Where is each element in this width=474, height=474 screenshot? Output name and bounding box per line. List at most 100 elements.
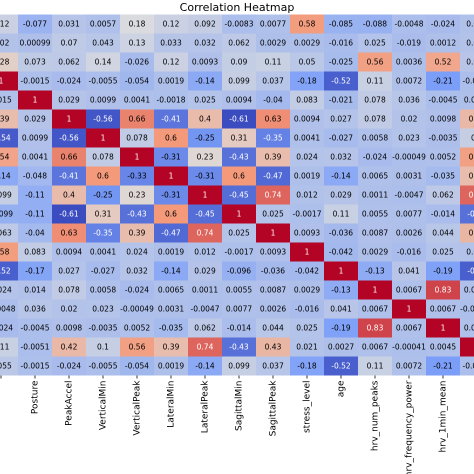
heatmap-cell — [358, 261, 392, 281]
cell-value: 0.032 — [194, 39, 216, 48]
cell-value: 0.18 — [129, 20, 146, 29]
cell-value: -0.024 — [57, 77, 81, 86]
heatmap-cell — [18, 261, 52, 281]
cell-value: -0.56 — [59, 134, 79, 143]
cell-value: 1 — [407, 305, 412, 314]
heatmap-cell — [0, 261, 18, 281]
heatmap-cell — [392, 90, 426, 110]
heatmap-cell — [256, 280, 290, 300]
cell-value: -0.096 — [227, 267, 251, 276]
heatmap-cell — [154, 318, 188, 338]
cell-value: 0.092 — [194, 20, 216, 29]
cell-value: -0.0015 — [21, 362, 50, 371]
cell-value: 0.0058 — [90, 286, 116, 295]
heatmap-cell — [222, 242, 256, 262]
cell-value: -0.024 — [125, 286, 149, 295]
cell-value: 0.42 — [469, 115, 474, 124]
cell-value: 0.0065 — [158, 286, 184, 295]
heatmap-cell — [188, 33, 222, 53]
cell-value: 0.43 — [265, 343, 282, 352]
cell-value: 0.0065 — [362, 172, 388, 181]
heatmap-cell — [426, 242, 460, 262]
heatmap-cell — [290, 242, 324, 262]
heatmap-cell — [426, 147, 460, 167]
cell-value: 0.037 — [262, 77, 284, 86]
cell-value: 0.07 — [61, 39, 78, 48]
cell-value: 0.6 — [97, 172, 109, 181]
heatmap-cell — [460, 185, 474, 205]
cell-value: 0.055 — [0, 362, 12, 371]
heatmap-cell — [154, 147, 188, 167]
cell-value: -0.14 — [0, 172, 11, 181]
heatmap-cell — [52, 147, 86, 167]
heatmap-cell — [0, 204, 18, 224]
cell-value: -0.0061 — [463, 77, 474, 86]
heatmap-cell — [188, 337, 222, 357]
heatmap-cell — [358, 280, 392, 300]
x-tick-label: LateralPeak — [201, 380, 211, 433]
cell-value: -0.0051 — [21, 343, 50, 352]
heatmap-cell — [460, 128, 474, 148]
heatmap-cell — [120, 147, 154, 167]
heatmap-cell — [358, 185, 392, 205]
cell-value: -0.43 — [229, 153, 249, 162]
cell-value: 0.0019 — [158, 77, 184, 86]
cell-value: -0.054 — [125, 77, 149, 86]
heatmap-cell — [256, 128, 290, 148]
cell-value: 0.0019 — [294, 172, 320, 181]
heatmap-cell — [290, 109, 324, 129]
cell-value: -0.024 — [57, 362, 81, 371]
heatmap-cell — [188, 52, 222, 72]
cell-value: -0.11 — [25, 210, 45, 219]
heatmap-cell — [188, 147, 222, 167]
cell-value: -0.00049 — [392, 153, 426, 162]
heatmap-cell — [120, 299, 154, 319]
heatmap-cell — [154, 33, 188, 53]
heatmap-cell — [0, 109, 18, 129]
heatmap-cell — [460, 337, 474, 357]
cell-value: 0.024 — [0, 286, 12, 295]
cell-value: -0.0047 — [395, 191, 424, 200]
heatmap-cell — [460, 318, 474, 338]
cell-value: -0.43 — [229, 343, 249, 352]
cell-value: 0.0057 — [90, 20, 116, 29]
cell-value: 0.0087 — [260, 286, 286, 295]
heatmap-cell — [290, 204, 324, 224]
heatmap-cell — [426, 52, 460, 72]
cell-value: 0.027 — [58, 267, 80, 276]
cell-value: 1 — [203, 191, 208, 200]
cell-value: -0.024 — [431, 20, 455, 29]
cell-value: 0.0012 — [430, 39, 456, 48]
heatmap-cell — [358, 33, 392, 53]
cell-value: 1 — [67, 115, 72, 124]
cell-value: 1 — [271, 229, 276, 238]
heatmap-cell — [120, 356, 154, 376]
heatmap-cell — [256, 299, 290, 319]
heatmap-cell — [256, 14, 290, 34]
heatmap-cell — [86, 356, 120, 376]
heatmap-cell — [154, 204, 188, 224]
cell-value: 0.025 — [262, 210, 284, 219]
cell-value: 0.0094 — [294, 115, 320, 124]
heatmap-cell — [392, 280, 426, 300]
cell-value: -0.47 — [263, 172, 283, 181]
heatmap-cell — [426, 90, 460, 110]
heatmap-cell — [18, 166, 52, 186]
heatmap-cell — [392, 128, 426, 148]
cell-value: 0.041 — [398, 267, 420, 276]
heatmap-cell — [188, 128, 222, 148]
heatmap-cell — [256, 356, 290, 376]
heatmap-cell — [86, 52, 120, 72]
cell-value: 0.0067 — [396, 324, 422, 333]
cell-value: 0.029 — [194, 267, 216, 276]
x-tick-label: VerticalPeak — [133, 380, 143, 436]
x-tick-label: hrv_frequency_power — [405, 380, 415, 474]
heatmap-cell — [358, 204, 392, 224]
cell-value: 1 — [339, 267, 344, 276]
heatmap-cell — [290, 280, 324, 300]
cell-value: 1 — [135, 153, 140, 162]
heatmap-cell — [324, 147, 358, 167]
cell-value: 0.021 — [296, 343, 318, 352]
heatmap-cell — [256, 90, 290, 110]
heatmap-cell — [0, 71, 18, 91]
